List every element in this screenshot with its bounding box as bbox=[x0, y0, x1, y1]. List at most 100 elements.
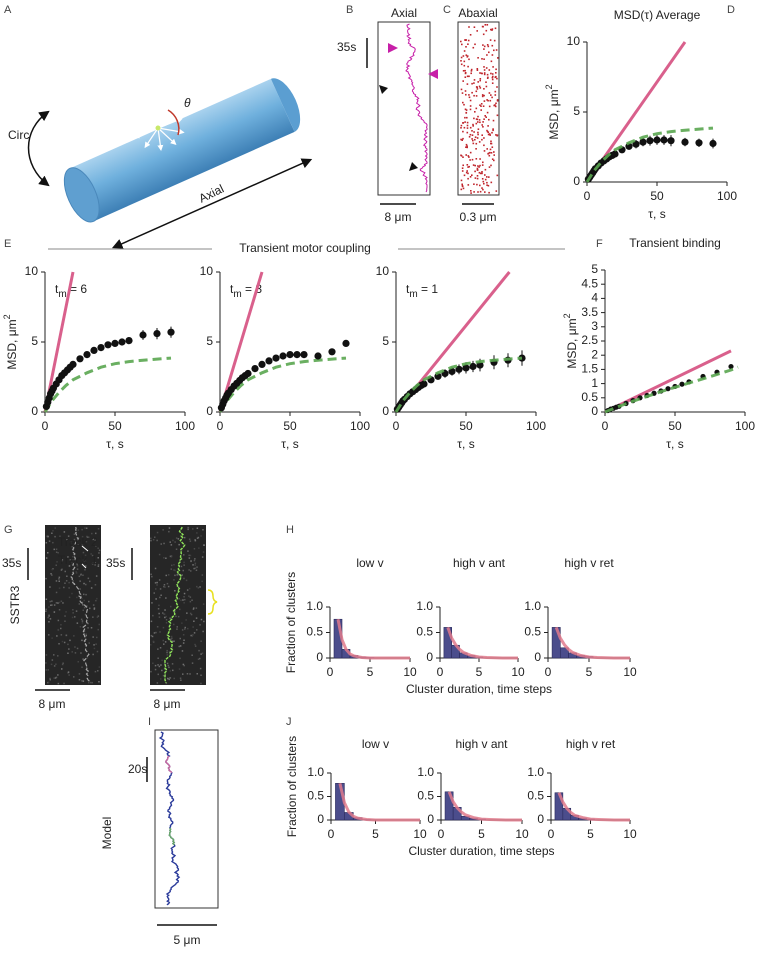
dot bbox=[484, 24, 487, 26]
y-tick-label: 0 bbox=[591, 404, 598, 418]
speckle bbox=[92, 636, 94, 638]
speckle bbox=[70, 562, 73, 565]
speckle bbox=[80, 574, 82, 576]
dot bbox=[462, 55, 465, 57]
dot bbox=[486, 111, 489, 114]
speckle bbox=[166, 649, 168, 652]
dot bbox=[465, 146, 467, 148]
data-point bbox=[153, 330, 161, 338]
dot bbox=[483, 137, 485, 139]
speckle bbox=[154, 664, 157, 667]
dot bbox=[474, 164, 476, 167]
dot bbox=[483, 69, 486, 71]
speckle bbox=[57, 682, 60, 685]
speckle bbox=[53, 677, 55, 679]
dot bbox=[467, 177, 469, 180]
dot bbox=[493, 49, 495, 52]
speckle bbox=[150, 620, 153, 623]
dot bbox=[494, 104, 496, 106]
y-tick-label: 0 bbox=[31, 404, 38, 418]
dot bbox=[476, 118, 479, 121]
speckle bbox=[198, 649, 200, 652]
speckle bbox=[53, 611, 56, 613]
speckle bbox=[83, 632, 85, 635]
speckle bbox=[187, 627, 189, 630]
scale-label: 20s bbox=[128, 762, 147, 776]
scale-label: 35s bbox=[337, 40, 356, 54]
speckle bbox=[55, 676, 58, 679]
bar bbox=[444, 791, 454, 821]
y-tick-label: 0.5 bbox=[307, 789, 324, 803]
speckle bbox=[199, 586, 201, 588]
speckle bbox=[70, 541, 72, 544]
dot bbox=[476, 183, 478, 186]
speckle bbox=[98, 681, 100, 683]
speckle bbox=[185, 579, 188, 582]
y-tick-label: 1.0 bbox=[307, 765, 324, 779]
dot bbox=[472, 142, 475, 145]
speckle bbox=[45, 610, 47, 612]
speckle bbox=[80, 652, 82, 654]
dot bbox=[476, 177, 479, 180]
speckle bbox=[188, 569, 190, 571]
dot bbox=[474, 177, 477, 179]
dot bbox=[492, 129, 494, 132]
dot bbox=[491, 158, 494, 160]
dot bbox=[466, 127, 469, 129]
dot bbox=[487, 152, 490, 155]
speckle bbox=[170, 635, 173, 638]
speckle bbox=[160, 678, 162, 680]
speckle bbox=[177, 538, 180, 540]
speckle bbox=[66, 539, 68, 541]
dot bbox=[488, 166, 491, 168]
speckle bbox=[175, 537, 178, 539]
speckle bbox=[153, 592, 155, 594]
speckle bbox=[186, 673, 189, 675]
speckle bbox=[64, 582, 66, 584]
dot bbox=[484, 174, 486, 176]
dot bbox=[460, 155, 463, 157]
dot bbox=[467, 43, 469, 45]
speckle bbox=[73, 676, 75, 678]
speckle bbox=[83, 599, 85, 602]
speckle bbox=[183, 664, 185, 667]
speckle bbox=[173, 579, 175, 581]
arrowhead bbox=[388, 43, 398, 53]
speckle bbox=[58, 643, 60, 645]
dot bbox=[476, 68, 479, 70]
speckle bbox=[47, 681, 50, 684]
y-tick-label: 0.5 bbox=[527, 789, 544, 803]
speckle bbox=[193, 620, 195, 622]
dot bbox=[494, 27, 497, 30]
speckle bbox=[178, 598, 180, 600]
dot bbox=[481, 172, 483, 175]
speckle bbox=[87, 577, 90, 580]
dot bbox=[466, 145, 468, 147]
dot bbox=[468, 165, 470, 168]
speckle bbox=[88, 600, 90, 603]
speckle bbox=[47, 552, 49, 554]
dot bbox=[496, 114, 499, 117]
model-frame bbox=[154, 729, 219, 909]
data-point bbox=[139, 331, 147, 339]
speckle bbox=[68, 596, 71, 599]
data-point bbox=[455, 365, 463, 373]
speckle bbox=[165, 597, 167, 599]
speckle bbox=[173, 623, 175, 626]
speckle bbox=[82, 680, 85, 682]
speckle bbox=[168, 666, 170, 669]
speckle bbox=[151, 575, 153, 578]
y-tick-label: 0 bbox=[534, 650, 541, 664]
dot bbox=[462, 187, 465, 190]
x-tick-label: 10 bbox=[413, 827, 427, 841]
dot bbox=[474, 138, 476, 141]
speckle bbox=[96, 597, 98, 600]
speckle bbox=[158, 612, 160, 615]
dot bbox=[481, 94, 484, 96]
dot bbox=[463, 103, 465, 106]
annotation: tm = 6 bbox=[55, 282, 87, 299]
dot bbox=[491, 96, 493, 99]
speckle bbox=[154, 668, 157, 671]
chart-title: high v ant bbox=[455, 737, 508, 751]
speckle bbox=[160, 594, 162, 596]
